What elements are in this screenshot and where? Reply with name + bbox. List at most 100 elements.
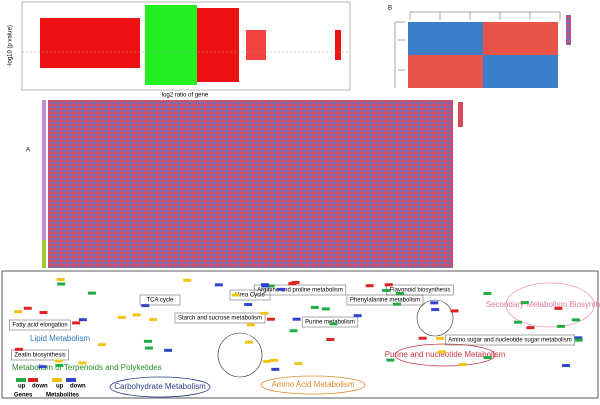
indicator — [164, 348, 173, 352]
module-label: Amino Acid Metabolism — [271, 380, 354, 389]
indicator — [458, 362, 467, 366]
indicator — [87, 291, 96, 295]
indicator — [329, 322, 338, 326]
heatmap-block — [408, 22, 483, 55]
indicator — [144, 346, 153, 350]
indicator — [513, 320, 522, 324]
indicator — [483, 356, 492, 360]
pathway-box — [346, 294, 424, 306]
indicator — [431, 308, 440, 312]
color-key — [458, 102, 463, 127]
module-oval — [394, 343, 496, 367]
heatmap-block — [483, 22, 558, 55]
indicator — [571, 318, 580, 322]
indicator — [266, 317, 275, 321]
pathway-box — [301, 316, 359, 328]
color-key — [566, 15, 571, 45]
pathway-box — [174, 312, 266, 324]
points-red — [335, 30, 341, 60]
module-label: Purine and nucleotide Metabolism — [385, 350, 506, 359]
indicator — [23, 306, 32, 310]
indicator — [430, 301, 439, 305]
indicator — [526, 326, 535, 330]
legend-swatch — [52, 378, 62, 382]
pathway-map: Lipid Metabolism Metabolism of Terpenoid… — [1, 270, 600, 399]
indicator — [437, 350, 446, 354]
indicator — [260, 283, 269, 287]
indicator — [520, 301, 529, 305]
points-red — [197, 8, 239, 82]
indicator — [244, 303, 253, 307]
indicator — [149, 318, 158, 322]
legend-text: up — [56, 384, 64, 390]
indicator — [57, 282, 66, 286]
volcano-panel: log2 ratio of gene -log10 (p value) — [8, 1, 351, 99]
module-label: Lipid Metabolism — [30, 334, 90, 343]
legend-swatch — [16, 378, 26, 382]
pathway-label: Zeatin biosynthesis — [14, 353, 65, 359]
heatmap-block — [483, 55, 558, 88]
pathway-label: Amino sugar and nucleotide sugar metabol… — [448, 338, 571, 344]
indicator — [384, 283, 393, 287]
indicator — [574, 336, 583, 340]
indicator — [54, 359, 63, 363]
indicator — [556, 324, 565, 328]
indicator — [310, 305, 319, 309]
indicator — [292, 317, 301, 321]
indicator — [39, 311, 48, 315]
pathway-box — [139, 294, 181, 306]
pathway-label: Phenylalanine metabolism — [350, 298, 420, 304]
indicator — [271, 367, 280, 371]
indicator — [450, 309, 459, 313]
indicator — [78, 318, 87, 322]
indicator — [14, 347, 23, 351]
heatmap — [48, 100, 453, 268]
module-label: Secondary Metabolism Biosynthesis — [486, 300, 600, 309]
indicator — [365, 284, 374, 288]
map-frame — [1, 270, 599, 399]
indicator — [72, 321, 81, 325]
indicator — [143, 339, 152, 343]
module-oval — [109, 376, 211, 398]
indicator — [483, 292, 492, 296]
module-oval — [260, 375, 366, 395]
indicator — [260, 311, 269, 315]
legend-text: Genes — [14, 393, 33, 399]
indicator — [418, 336, 427, 340]
pathway-label: Fatty acid elongation — [12, 323, 67, 329]
legend-text: up — [18, 384, 26, 390]
indicator — [183, 278, 192, 282]
indicator — [38, 365, 47, 369]
indicator — [395, 292, 404, 296]
indicator — [246, 323, 255, 327]
indicator — [294, 362, 303, 366]
legend-text: down — [32, 384, 48, 390]
indicator — [382, 288, 391, 292]
indicator — [574, 338, 583, 342]
row-annotation — [42, 100, 46, 240]
dendrogram — [409, 11, 561, 20]
indicator — [141, 304, 150, 308]
points-green — [145, 5, 197, 85]
cycle — [416, 299, 454, 337]
indicator — [288, 282, 297, 286]
legend-swatch — [66, 378, 76, 382]
points-red — [246, 30, 266, 60]
indicator — [270, 358, 279, 362]
indicator — [78, 361, 87, 365]
pathway-box — [11, 349, 69, 361]
dendrogram — [394, 21, 405, 88]
indicator — [263, 359, 272, 363]
pathway-box — [253, 284, 347, 296]
indicator — [277, 287, 286, 291]
x-axis-label: log2 ratio of gene — [162, 93, 209, 99]
heatmap-block — [408, 55, 483, 88]
pathway-label: Starch and sucrose metabolism — [178, 316, 262, 322]
indicator — [214, 283, 223, 287]
legend-swatch — [28, 378, 38, 382]
y-axis-label: -log10 (p value) — [8, 25, 14, 67]
panel-label: A — [26, 148, 30, 154]
cycle — [217, 332, 263, 378]
indicator — [392, 302, 401, 306]
